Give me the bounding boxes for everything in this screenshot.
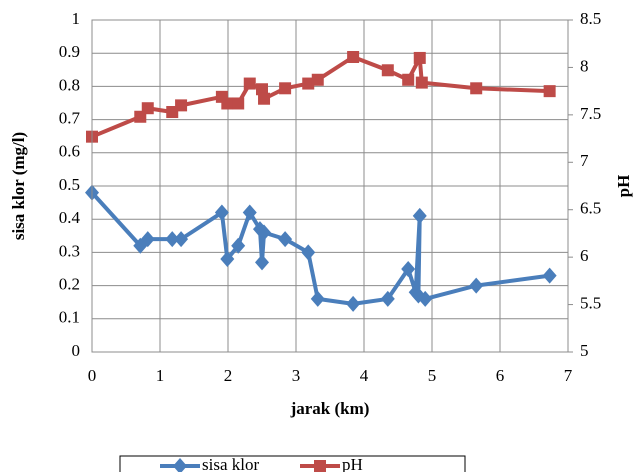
y-tick-label: 0.3 bbox=[59, 241, 80, 260]
data-point bbox=[301, 244, 316, 261]
data-point bbox=[256, 83, 268, 96]
data-point bbox=[232, 97, 245, 110]
data-point bbox=[381, 64, 394, 77]
data-point bbox=[257, 224, 272, 241]
data-point bbox=[174, 231, 189, 248]
y-tick-label: 0.9 bbox=[59, 42, 80, 61]
data-point bbox=[220, 251, 235, 268]
y2-tick-label: 6 bbox=[580, 246, 589, 265]
y2-tick-label: 7.5 bbox=[580, 104, 601, 123]
x-axis-title: jarak (km) bbox=[290, 399, 370, 418]
data-point bbox=[543, 85, 556, 98]
x-tick-label: 5 bbox=[428, 366, 437, 385]
data-point bbox=[402, 73, 415, 86]
y-tick-label: 0.2 bbox=[59, 275, 80, 294]
data-point bbox=[302, 77, 315, 90]
y2-tick-label: 8.5 bbox=[580, 9, 601, 28]
x-tick-label: 7 bbox=[564, 366, 573, 385]
x-tick-label: 0 bbox=[88, 366, 97, 385]
data-point bbox=[401, 261, 416, 277]
legend-marker bbox=[173, 458, 187, 472]
data-point bbox=[140, 231, 155, 248]
data-point bbox=[418, 290, 433, 307]
data-point bbox=[542, 267, 557, 284]
data-point bbox=[214, 204, 229, 221]
data-point bbox=[347, 50, 360, 63]
y-tick-label: 0.5 bbox=[59, 175, 80, 194]
data-point bbox=[311, 73, 324, 86]
data-point bbox=[310, 290, 325, 307]
data-point bbox=[141, 102, 154, 115]
data-point bbox=[165, 231, 180, 248]
data-point bbox=[279, 82, 292, 95]
data-point bbox=[242, 204, 257, 221]
data-point bbox=[175, 99, 188, 112]
data-point bbox=[258, 92, 271, 105]
data-point bbox=[243, 77, 256, 90]
data-point bbox=[412, 207, 427, 224]
y-tick-label: 0.4 bbox=[59, 208, 81, 227]
data-point bbox=[221, 97, 234, 110]
y-tick-label: 0.7 bbox=[59, 109, 81, 128]
y2-axis-title: pH bbox=[614, 175, 633, 198]
y-tick-label: 0.1 bbox=[59, 308, 80, 327]
x-tick-label: 2 bbox=[224, 366, 233, 385]
legend-marker bbox=[314, 460, 326, 472]
data-point bbox=[413, 51, 426, 64]
legend-label: sisa klor bbox=[202, 455, 259, 472]
data-point bbox=[231, 237, 246, 254]
y2-tick-label: 6.5 bbox=[580, 199, 601, 218]
y-tick-label: 0.6 bbox=[59, 142, 80, 161]
x-tick-label: 3 bbox=[292, 366, 301, 385]
data-point bbox=[380, 290, 395, 307]
x-tick-label: 6 bbox=[496, 366, 505, 385]
y-tick-label: 1 bbox=[72, 9, 81, 28]
data-point bbox=[415, 76, 428, 89]
y-tick-label: 0.8 bbox=[59, 75, 80, 94]
y2-tick-label: 5 bbox=[580, 341, 589, 360]
data-point bbox=[346, 295, 361, 312]
plot-border bbox=[91, 19, 569, 353]
data-point bbox=[255, 254, 269, 271]
data-point bbox=[469, 277, 484, 294]
y2-tick-label: 7 bbox=[580, 151, 589, 170]
x-tick-label: 1 bbox=[156, 366, 165, 385]
legend-label: pH bbox=[342, 455, 363, 472]
y2-tick-label: 8 bbox=[580, 56, 589, 75]
data-point bbox=[278, 231, 293, 248]
legend-box bbox=[119, 455, 466, 472]
series-line bbox=[91, 54, 550, 139]
y2-tick-label: 5.5 bbox=[580, 293, 601, 312]
y-axis-title: sisa klor (mg/l) bbox=[9, 132, 28, 240]
data-point bbox=[470, 82, 483, 95]
y-tick-label: 0 bbox=[72, 341, 81, 360]
x-tick-label: 4 bbox=[360, 366, 369, 385]
